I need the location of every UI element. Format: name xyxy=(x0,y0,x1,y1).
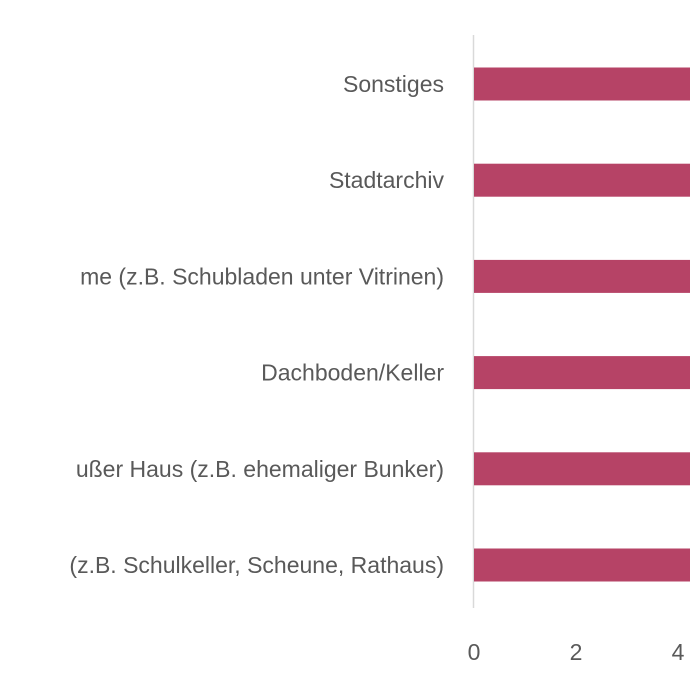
bar xyxy=(474,356,690,390)
bar xyxy=(474,259,690,293)
bar xyxy=(474,452,690,486)
bar xyxy=(474,67,690,101)
bar xyxy=(474,548,690,582)
category-label: Stadtarchiv xyxy=(329,167,445,193)
x-tick-label: 2 xyxy=(570,639,583,665)
category-label: Sonstiges xyxy=(343,71,444,97)
x-tick-label: 0 xyxy=(468,639,481,665)
x-tick-label: 4 xyxy=(672,639,685,665)
category-label: ußer Haus (z.B. ehemaliger Bunker) xyxy=(76,456,444,482)
category-label: Dachboden/Keller xyxy=(261,360,444,386)
category-label: (z.B. Schulkeller, Scheune, Rathaus) xyxy=(69,552,444,578)
bar xyxy=(474,163,690,197)
category-label: me (z.B. Schubladen unter Vitrinen) xyxy=(80,263,444,289)
